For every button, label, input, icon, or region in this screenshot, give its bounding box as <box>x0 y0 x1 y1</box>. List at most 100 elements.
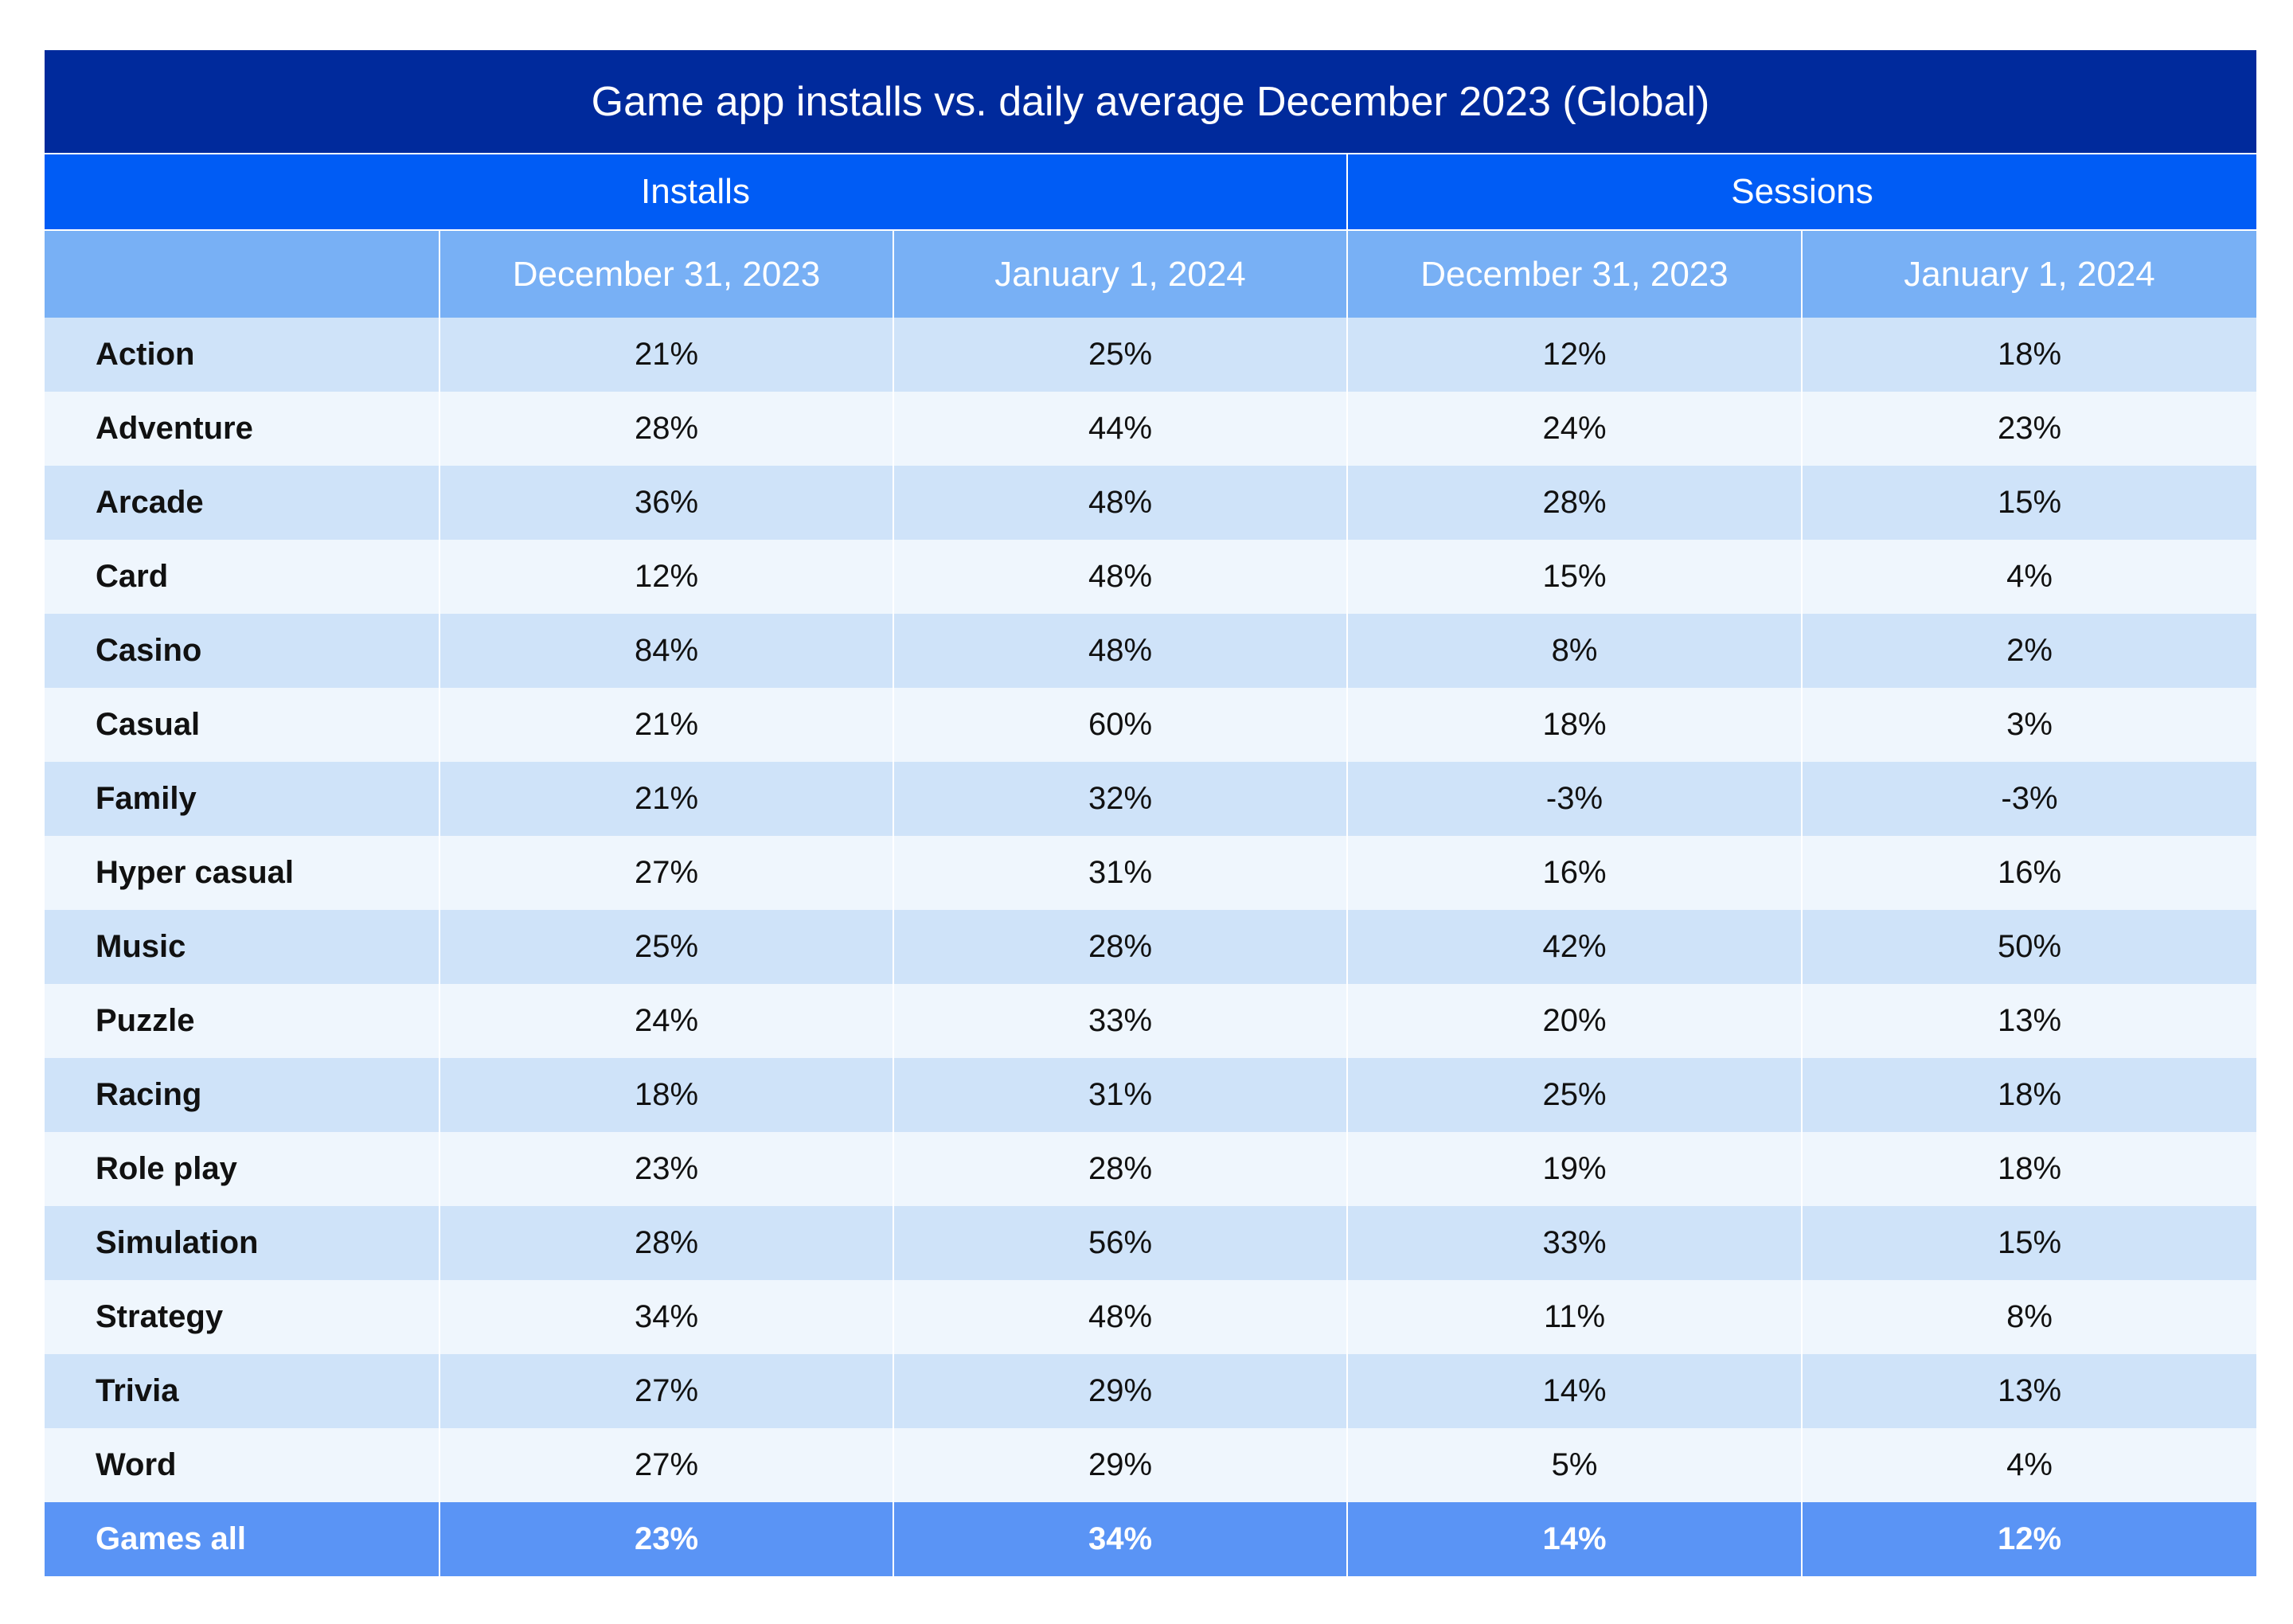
value-cell: 27% <box>439 836 893 910</box>
table-row: Word 27% 29% 5% 4% <box>45 1428 2256 1502</box>
table-row: Arcade 36% 48% 28% 15% <box>45 466 2256 540</box>
value-cell: 50% <box>1801 910 2256 984</box>
value-cell: 8% <box>1346 614 1802 688</box>
value-cell: 48% <box>893 614 1347 688</box>
value-cell: 20% <box>1346 984 1802 1058</box>
value-cell: 31% <box>893 836 1347 910</box>
group-header-installs: Installs <box>45 154 1347 231</box>
row-category-label: Puzzle <box>45 984 439 1058</box>
table-row: Family 21% 32% -3% -3% <box>45 762 2256 836</box>
row-category-label: Action <box>45 318 439 392</box>
row-category-label: Hyper casual <box>45 836 439 910</box>
value-cell: 28% <box>439 392 893 466</box>
data-table: Game app installs vs. daily average Dece… <box>45 50 2256 1576</box>
value-cell: 16% <box>1346 836 1802 910</box>
value-cell: 18% <box>1346 688 1802 762</box>
value-cell: 18% <box>1801 1132 2256 1206</box>
value-cell: 12% <box>439 540 893 614</box>
column-header: December 31, 2023 <box>439 230 893 318</box>
corner-header <box>45 230 439 318</box>
value-cell: 4% <box>1801 1428 2256 1502</box>
value-cell: 56% <box>893 1206 1347 1280</box>
value-cell: 4% <box>1801 540 2256 614</box>
value-cell: 48% <box>893 540 1347 614</box>
row-category-label: Strategy <box>45 1280 439 1354</box>
value-cell: 23% <box>439 1132 893 1206</box>
value-cell: 29% <box>893 1354 1347 1428</box>
value-cell: 34% <box>439 1280 893 1354</box>
value-cell: 27% <box>439 1428 893 1502</box>
value-cell: 16% <box>1801 836 2256 910</box>
value-cell: 5% <box>1346 1428 1802 1502</box>
value-cell: 33% <box>1346 1206 1802 1280</box>
row-category-label: Card <box>45 540 439 614</box>
value-cell: 21% <box>439 762 893 836</box>
table-title: Game app installs vs. daily average Dece… <box>45 50 2256 154</box>
value-cell: 15% <box>1801 466 2256 540</box>
value-cell: 12% <box>1346 318 1802 392</box>
value-cell: 11% <box>1346 1280 1802 1354</box>
value-cell: 3% <box>1801 688 2256 762</box>
total-cell: 23% <box>439 1502 893 1576</box>
table-row: Action 21% 25% 12% 18% <box>45 318 2256 392</box>
value-cell: 84% <box>439 614 893 688</box>
column-header: December 31, 2023 <box>1346 230 1802 318</box>
value-cell: -3% <box>1346 762 1802 836</box>
value-cell: 18% <box>439 1058 893 1132</box>
total-cell: 34% <box>893 1502 1347 1576</box>
value-cell: 28% <box>893 910 1347 984</box>
value-cell: 36% <box>439 466 893 540</box>
value-cell: 18% <box>1801 1058 2256 1132</box>
value-cell: 29% <box>893 1428 1347 1502</box>
value-cell: 14% <box>1346 1354 1802 1428</box>
table-body: Action 21% 25% 12% 18% Adventure 28% 44% 24% 23% A… <box>45 318 2256 1502</box>
value-cell: 60% <box>893 688 1347 762</box>
value-cell: 28% <box>893 1132 1347 1206</box>
value-cell: 25% <box>893 318 1347 392</box>
value-cell: 44% <box>893 392 1347 466</box>
table-row: Simulation 28% 56% 33% 15% <box>45 1206 2256 1280</box>
row-category-label: Family <box>45 762 439 836</box>
value-cell: -3% <box>1801 762 2256 836</box>
value-cell: 15% <box>1801 1206 2256 1280</box>
total-row: Games all 23% 34% 14% 12% <box>45 1502 2256 1576</box>
table-row: Trivia 27% 29% 14% 13% <box>45 1354 2256 1428</box>
value-cell: 21% <box>439 688 893 762</box>
table-row: Music 25% 28% 42% 50% <box>45 910 2256 984</box>
row-category-label: Trivia <box>45 1354 439 1428</box>
table-row: Racing 18% 31% 25% 18% <box>45 1058 2256 1132</box>
value-cell: 21% <box>439 318 893 392</box>
column-header: January 1, 2024 <box>893 230 1347 318</box>
row-category-label: Role play <box>45 1132 439 1206</box>
value-cell: 8% <box>1801 1280 2256 1354</box>
table-row: Adventure 28% 44% 24% 23% <box>45 392 2256 466</box>
value-cell: 28% <box>439 1206 893 1280</box>
table-row: Puzzle 24% 33% 20% 13% <box>45 984 2256 1058</box>
row-category-label: Arcade <box>45 466 439 540</box>
value-cell: 32% <box>893 762 1347 836</box>
table-row: Casino 84% 48% 8% 2% <box>45 614 2256 688</box>
value-cell: 13% <box>1801 1354 2256 1428</box>
value-cell: 27% <box>439 1354 893 1428</box>
value-cell: 42% <box>1346 910 1802 984</box>
row-category-label: Casino <box>45 614 439 688</box>
row-category-label: Casual <box>45 688 439 762</box>
row-category-label: Word <box>45 1428 439 1502</box>
group-header-sessions: Sessions <box>1346 154 2256 231</box>
value-cell: 19% <box>1346 1132 1802 1206</box>
value-cell: 25% <box>1346 1058 1802 1132</box>
table-row: Casual 21% 60% 18% 3% <box>45 688 2256 762</box>
total-cell: 12% <box>1801 1502 2256 1576</box>
row-category-label: Music <box>45 910 439 984</box>
value-cell: 31% <box>893 1058 1347 1132</box>
value-cell: 28% <box>1346 466 1802 540</box>
total-label: Games all <box>45 1502 439 1576</box>
value-cell: 24% <box>439 984 893 1058</box>
row-category-label: Simulation <box>45 1206 439 1280</box>
value-cell: 15% <box>1346 540 1802 614</box>
table-row: Role play 23% 28% 19% 18% <box>45 1132 2256 1206</box>
value-cell: 25% <box>439 910 893 984</box>
column-header: January 1, 2024 <box>1801 230 2256 318</box>
row-category-label: Racing <box>45 1058 439 1132</box>
table-row: Card 12% 48% 15% 4% <box>45 540 2256 614</box>
